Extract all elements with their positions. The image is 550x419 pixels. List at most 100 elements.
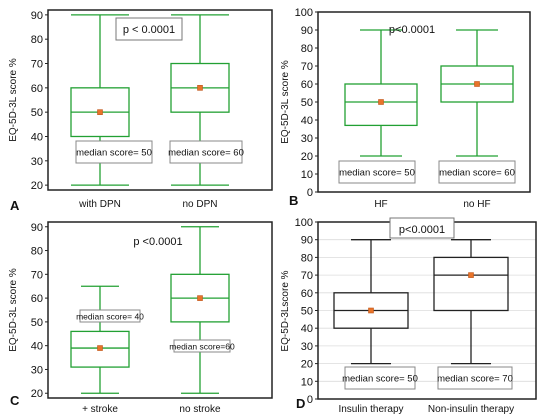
y-axis-label: EQ-5D-3Lscore % bbox=[280, 270, 291, 351]
iqr-box bbox=[70, 330, 130, 368]
y-tick-label: 90 bbox=[31, 10, 43, 22]
y-tick-label: 80 bbox=[301, 43, 313, 55]
panel-a: 20 30 40 50 60 70 80 90 EQ-5D-3L score % with DPN… bbox=[8, 9, 273, 213]
y-tick-label: 100 bbox=[295, 217, 313, 229]
mean-marker bbox=[378, 99, 384, 105]
y-tick-label: 70 bbox=[301, 270, 313, 282]
y-tick-label: 10 bbox=[301, 169, 313, 181]
p-value-label: p < 0.0001 bbox=[123, 24, 175, 36]
box-2 bbox=[433, 239, 509, 365]
median-score-label: median score=60 bbox=[169, 342, 235, 352]
plot-frame bbox=[47, 221, 273, 399]
box-2 bbox=[440, 29, 514, 157]
y-tick-label: 60 bbox=[31, 83, 43, 95]
median-score-box bbox=[338, 160, 416, 184]
median-score-box bbox=[173, 339, 231, 353]
y-tick-label: 70 bbox=[301, 61, 313, 73]
median-score-label: median score= 50 bbox=[76, 148, 152, 159]
y-tick-label: 20 bbox=[31, 388, 43, 400]
p-value-label: p<0.0001 bbox=[399, 224, 445, 236]
panel-c: 20 30 40 50 60 70 80 90 EQ-5D-3L score % + stroke… bbox=[8, 221, 273, 415]
box-1 bbox=[333, 239, 409, 365]
y-tick-label: 70 bbox=[31, 59, 43, 71]
y-tick-label: 90 bbox=[301, 25, 313, 37]
y-tick-label: 30 bbox=[301, 133, 313, 145]
y-tick-label: 80 bbox=[31, 34, 43, 46]
iqr-box bbox=[433, 256, 509, 312]
p-value-box bbox=[389, 217, 455, 239]
panel-b: 0 10 20 30 40 50 60 70 80 90 100 EQ-5D-3L score % HF… bbox=[280, 7, 531, 210]
y-tick-label: 20 bbox=[301, 151, 313, 163]
x-category-label: + stroke bbox=[82, 404, 118, 415]
y-tick-label: 20 bbox=[31, 180, 43, 192]
y-tick-label: 0 bbox=[307, 187, 313, 199]
mean-marker bbox=[197, 85, 203, 91]
median-score-label: median score= 60 bbox=[168, 148, 244, 159]
x-category-label: HF bbox=[374, 199, 387, 210]
y-tick-label: 100 bbox=[295, 7, 313, 19]
y-tick-label: 30 bbox=[301, 341, 313, 353]
y-tick-label: 40 bbox=[31, 341, 43, 353]
median-score-label: median score= 40 bbox=[76, 312, 144, 322]
mean-marker bbox=[97, 345, 103, 351]
x-category-label: Non-insulin therapy bbox=[428, 404, 514, 415]
y-tick-label: 50 bbox=[31, 317, 43, 329]
y-axis-label: EQ-5D-3L score % bbox=[280, 60, 291, 144]
box-1 bbox=[70, 285, 130, 394]
median-score-box bbox=[438, 160, 516, 184]
box-1 bbox=[70, 14, 130, 186]
panel-letter: C bbox=[10, 393, 20, 408]
mean-marker bbox=[368, 307, 374, 314]
x-category-label: with DPN bbox=[78, 199, 121, 210]
mean-marker bbox=[97, 109, 103, 115]
mean-marker bbox=[468, 272, 474, 278]
box-1 bbox=[344, 29, 418, 157]
median-score-label: median score= 70 bbox=[437, 374, 513, 385]
mean-marker bbox=[197, 295, 203, 301]
x-category-label: Insulin therapy bbox=[338, 404, 403, 415]
p-value-box bbox=[115, 17, 183, 41]
y-tick-label: 20 bbox=[301, 359, 313, 371]
y-tick-label: 30 bbox=[31, 156, 43, 168]
y-tick-label: 10 bbox=[301, 376, 313, 388]
iqr-box bbox=[344, 83, 418, 127]
x-category-label: no HF bbox=[463, 199, 490, 210]
median-score-box bbox=[169, 140, 243, 164]
y-tick-label: 40 bbox=[31, 131, 43, 143]
panel-letter: A bbox=[10, 198, 20, 213]
y-tick-label: 40 bbox=[301, 115, 313, 127]
box-2 bbox=[170, 14, 230, 186]
y-tick-label: 50 bbox=[301, 306, 313, 318]
panel-letter: B bbox=[289, 193, 298, 208]
panel-d: 0 10 20 30 40 50 60 70 80 90 100 EQ-5D-3Lscore % Ins… bbox=[280, 217, 537, 415]
median-score-box bbox=[79, 309, 141, 323]
y-tick-label: 60 bbox=[301, 79, 313, 91]
median-score-label: median score= 50 bbox=[339, 168, 415, 179]
p-value-label: p<0.0001 bbox=[389, 24, 435, 36]
y-tick-label: 80 bbox=[301, 252, 313, 264]
panel-letter: D bbox=[296, 396, 305, 411]
box-2 bbox=[170, 226, 230, 394]
mean-marker bbox=[474, 81, 480, 87]
median-score-box bbox=[344, 366, 416, 390]
p-value-label: p <0.0001 bbox=[133, 236, 182, 248]
y-tick-label: 60 bbox=[31, 293, 43, 305]
y-tick-label: 60 bbox=[301, 288, 313, 300]
median-score-box bbox=[75, 140, 153, 164]
y-tick-label: 40 bbox=[301, 323, 313, 335]
y-tick-label: 50 bbox=[31, 107, 43, 119]
x-category-label: no stroke bbox=[179, 404, 221, 415]
y-tick-label: 30 bbox=[31, 364, 43, 376]
y-tick-label: 70 bbox=[31, 269, 43, 281]
median-score-label: median score= 60 bbox=[439, 168, 515, 179]
plot-frame bbox=[47, 9, 273, 191]
y-tick-label: 90 bbox=[301, 235, 313, 247]
y-axis-label: EQ-5D-3L score % bbox=[8, 268, 19, 352]
median-score-label: median score= 50 bbox=[342, 374, 418, 385]
y-tick-label: 0 bbox=[307, 394, 313, 406]
y-tick-label: 80 bbox=[31, 246, 43, 258]
y-tick-label: 90 bbox=[31, 222, 43, 234]
median-score-box bbox=[437, 366, 513, 390]
y-axis-label: EQ-5D-3L score % bbox=[8, 58, 19, 142]
